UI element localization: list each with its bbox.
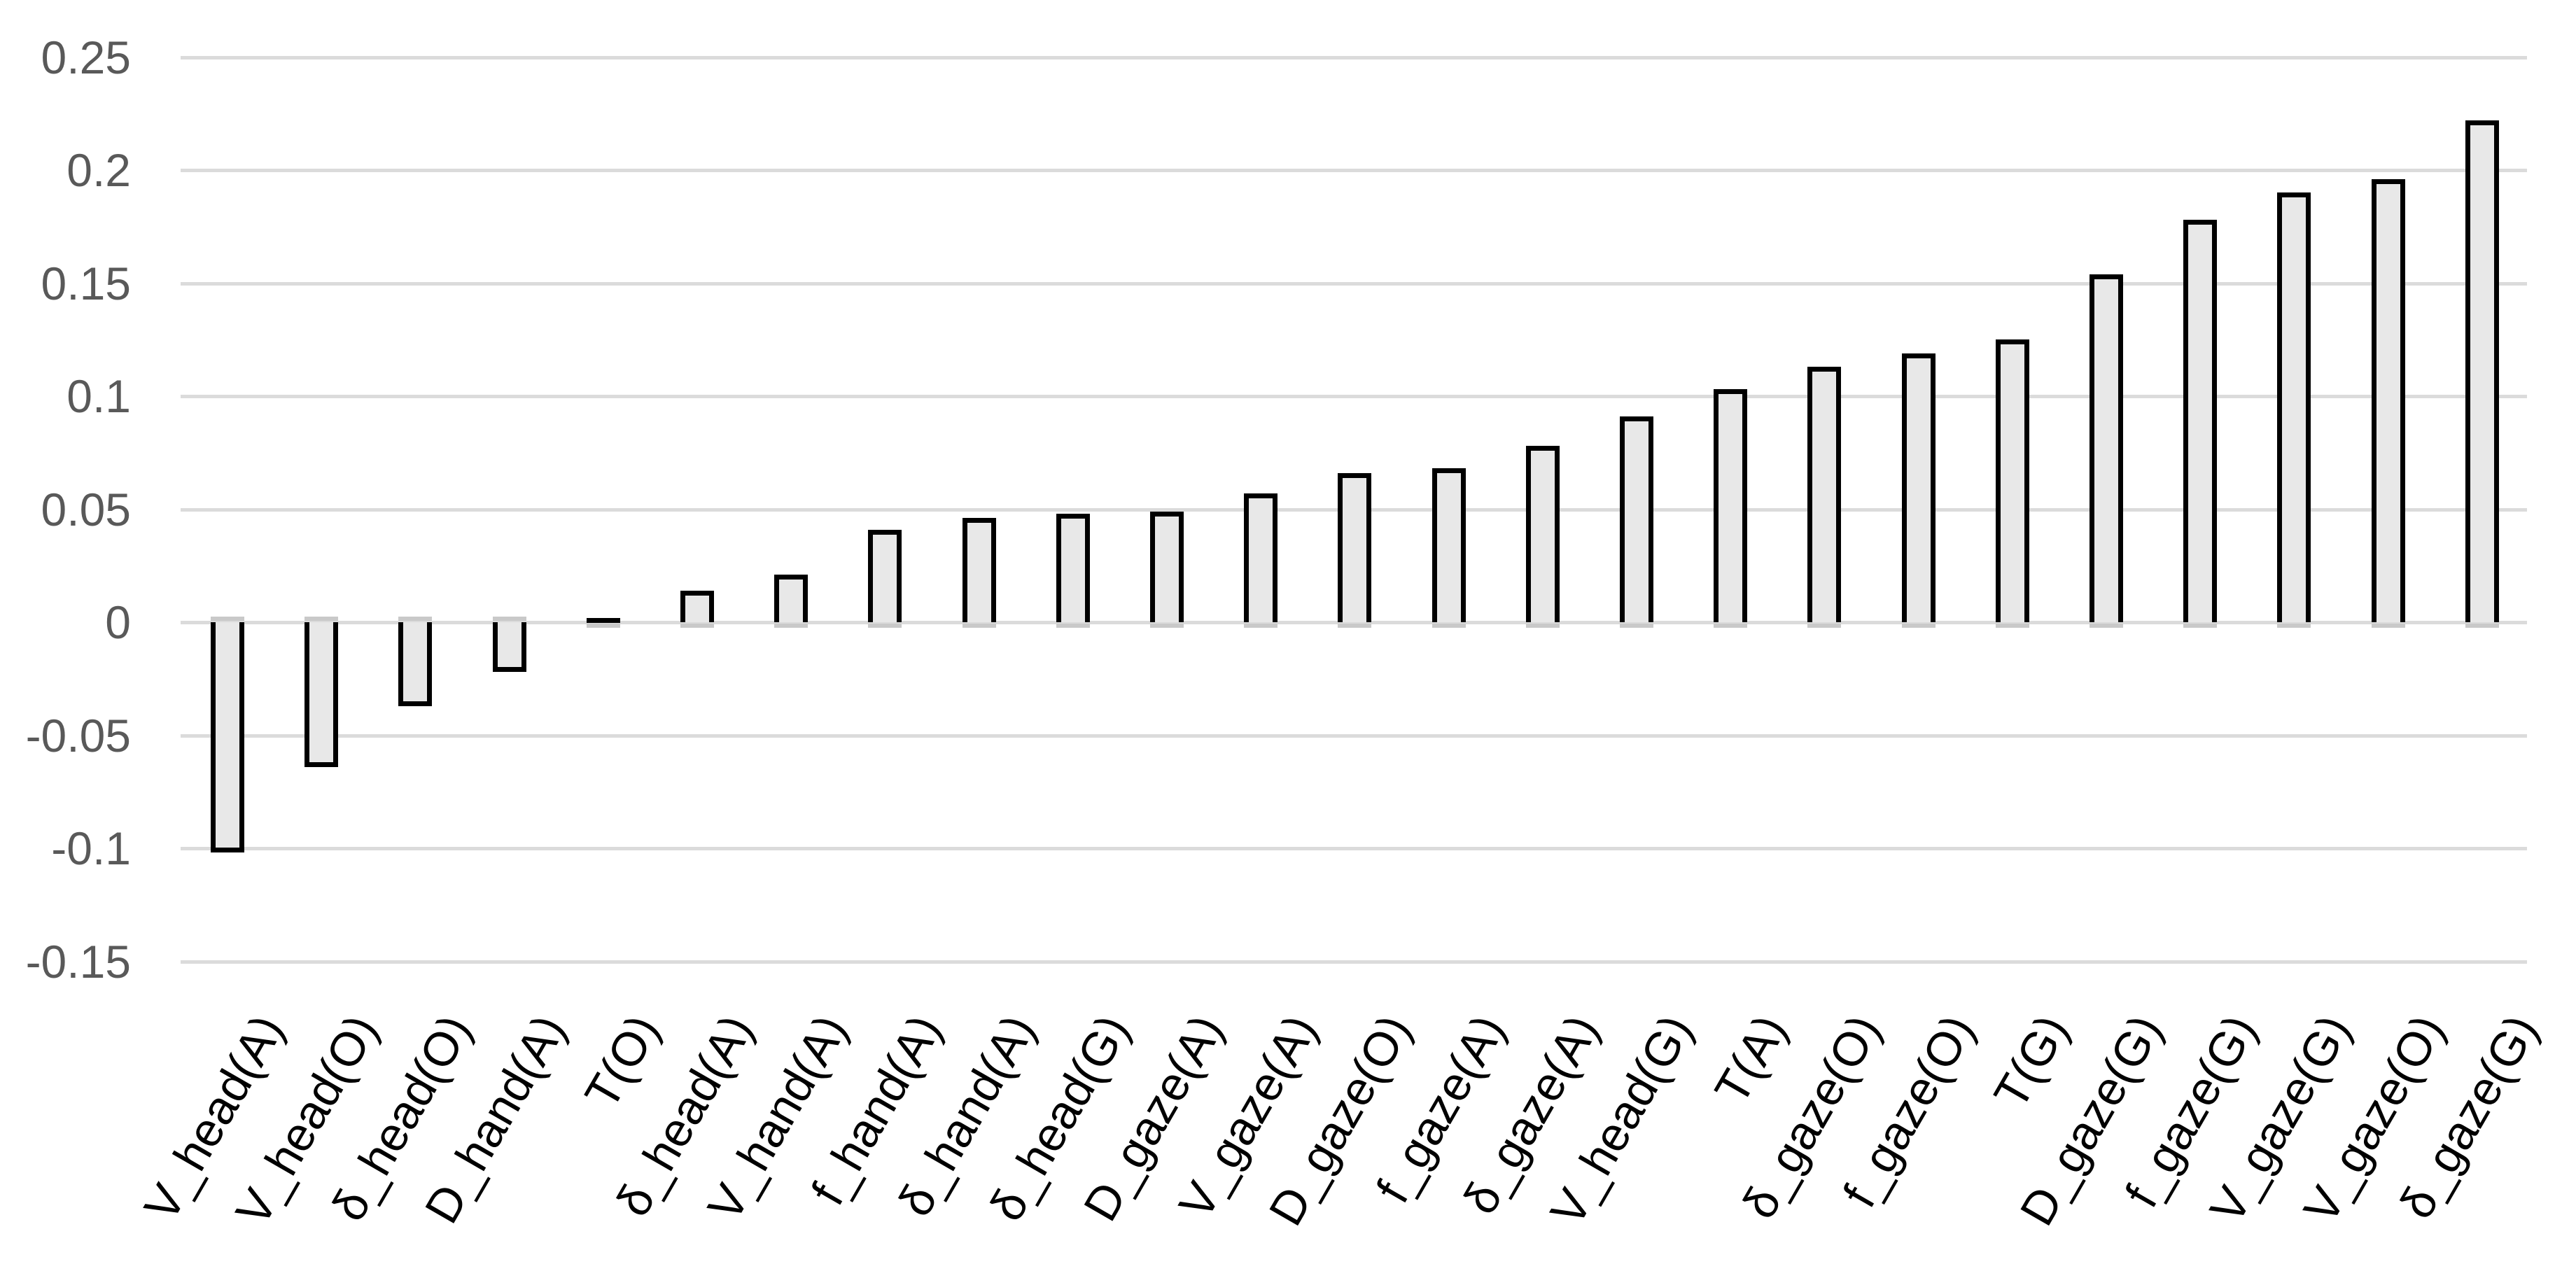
bar — [398, 622, 433, 706]
gridline — [181, 847, 2527, 850]
bar-shadow — [398, 617, 433, 621]
bar — [1056, 513, 1090, 622]
y-axis-tick-label: -0.05 — [25, 709, 131, 761]
bar — [1901, 353, 1935, 622]
bar-shadow — [1620, 624, 1653, 628]
bar-shadow — [304, 617, 339, 621]
bar — [492, 622, 526, 673]
bar — [2371, 178, 2405, 622]
bar-shadow — [1807, 624, 1842, 628]
bar — [1432, 468, 1466, 622]
gridline — [181, 281, 2527, 286]
gridline — [181, 395, 2527, 398]
bar — [2183, 220, 2218, 622]
bar-shadow — [962, 624, 996, 628]
y-axis-tick-label: -0.1 — [51, 822, 131, 874]
gridline — [181, 621, 2527, 624]
bar — [586, 617, 620, 623]
gridline — [181, 960, 2527, 964]
bar-shadow — [1901, 624, 1935, 628]
y-axis-tick-label: 0.1 — [66, 370, 131, 422]
bar — [1714, 389, 1748, 622]
x-axis-category-label: T(A) — [1704, 1006, 1798, 1113]
bar-shadow — [680, 624, 714, 628]
bar — [1525, 446, 1560, 622]
bar — [868, 529, 902, 622]
bar-shadow — [2371, 624, 2405, 628]
bar — [1244, 493, 1278, 622]
bar-shadow — [1995, 624, 2029, 628]
gridline — [181, 55, 2527, 59]
bar-shadow — [2183, 624, 2218, 628]
y-axis-tick-label: 0.25 — [41, 31, 131, 83]
gridline — [181, 169, 2527, 172]
bar-shadow — [1525, 624, 1560, 628]
y-axis-tick-label: 0.05 — [41, 483, 131, 535]
bar-shadow — [2277, 624, 2311, 628]
bar-shadow — [1432, 624, 1466, 628]
bar — [774, 575, 808, 622]
bar — [1338, 472, 1372, 622]
gridline — [181, 733, 2527, 738]
bar-shadow — [1150, 624, 1184, 628]
bar — [962, 518, 996, 622]
bar — [1150, 511, 1184, 622]
bar — [2090, 274, 2123, 622]
x-axis-category-label: T(O) — [575, 1006, 670, 1118]
bar — [211, 622, 244, 853]
bar — [2465, 120, 2499, 622]
bar-shadow — [1714, 624, 1748, 628]
y-axis-tick-label: -0.15 — [25, 935, 131, 988]
y-axis-tick-label: 0.15 — [41, 257, 131, 309]
y-axis-tick-label: 0 — [105, 596, 131, 648]
bar-shadow — [2090, 624, 2123, 628]
bar-shadow — [868, 624, 902, 628]
bar-shadow — [492, 617, 526, 621]
bar-shadow — [774, 624, 808, 628]
bar-shadow — [586, 624, 620, 628]
bar — [1620, 416, 1653, 622]
bar-shadow — [211, 617, 244, 621]
bar-shadow — [1244, 624, 1278, 628]
bar — [304, 622, 339, 767]
bar-shadow — [1056, 624, 1090, 628]
bar — [2277, 192, 2311, 622]
bar-shadow — [2465, 624, 2499, 628]
x-axis-category-label: T(G) — [1984, 1006, 2079, 1118]
bar-shadow — [1338, 624, 1372, 628]
bar — [1807, 367, 1842, 622]
y-axis-tick-label: 0.2 — [66, 144, 131, 196]
bar — [680, 590, 714, 622]
bar — [1995, 339, 2029, 622]
